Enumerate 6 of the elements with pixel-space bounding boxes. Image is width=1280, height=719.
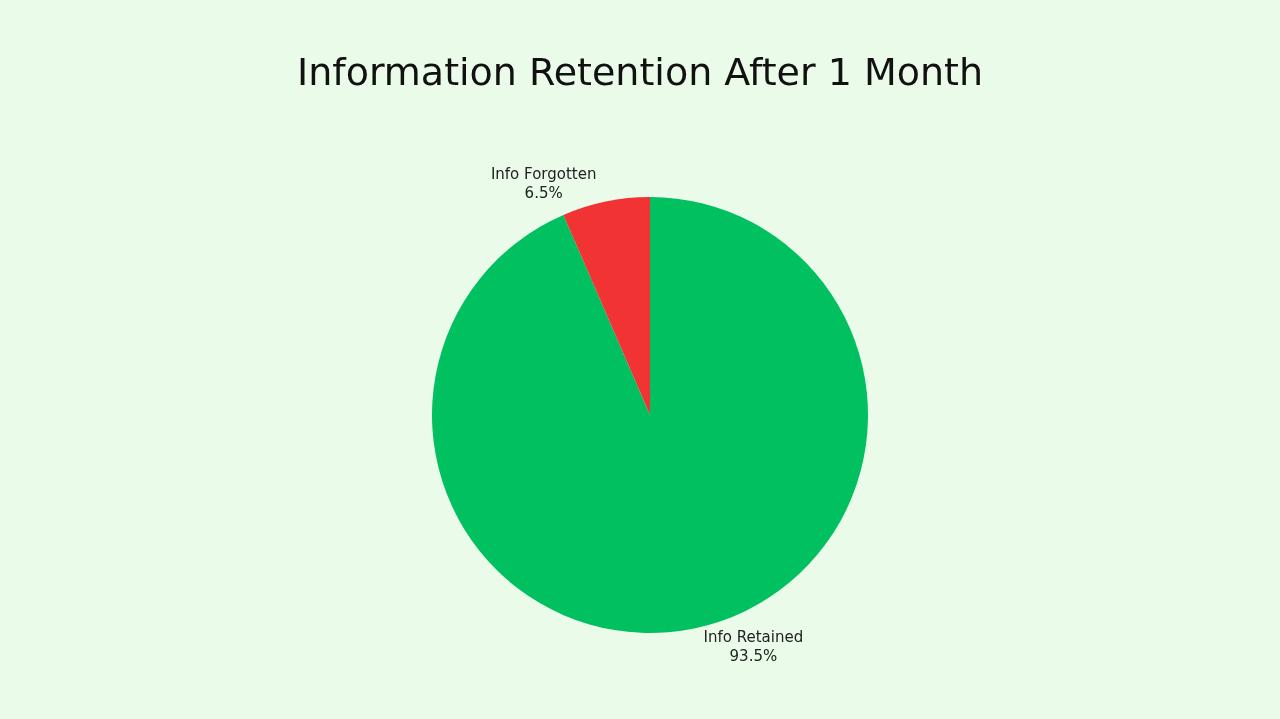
pie-slice	[563, 197, 650, 415]
data-label: 6.5%	[524, 184, 563, 203]
slice-label: Info Forgotten	[490, 164, 597, 183]
slice-label: Info Retained	[703, 627, 804, 646]
chart-title: Information Retention After 1 Month	[296, 50, 984, 95]
data-label: 93.5%	[729, 647, 778, 666]
